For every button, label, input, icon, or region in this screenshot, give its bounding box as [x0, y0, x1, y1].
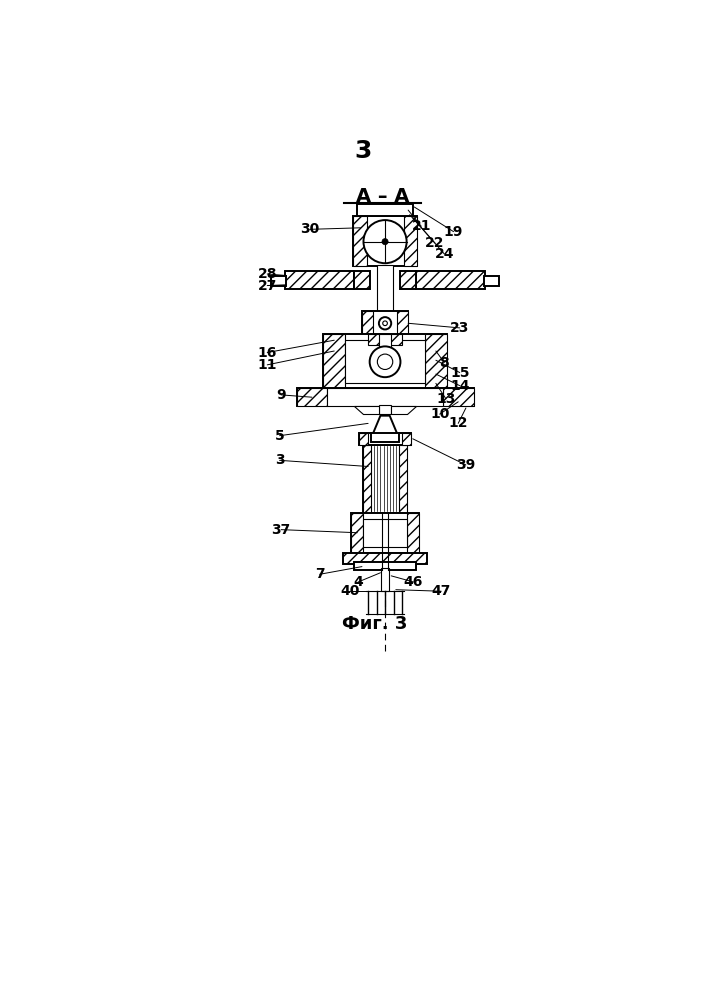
Bar	[362, 311, 373, 336]
Bar	[443, 388, 474, 406]
Polygon shape	[391, 406, 416, 414]
Text: 9: 9	[276, 388, 286, 402]
Text: 12: 12	[448, 416, 468, 430]
Bar	[354, 562, 416, 570]
Text: 28: 28	[257, 267, 277, 281]
Bar	[327, 388, 443, 406]
Bar	[379, 334, 391, 351]
Text: 11: 11	[257, 358, 277, 372]
Bar	[381, 568, 389, 591]
Text: 10: 10	[430, 407, 450, 421]
Bar	[353, 216, 417, 266]
Bar	[351, 513, 419, 553]
Bar	[371, 433, 399, 442]
Text: 19: 19	[444, 225, 463, 239]
Text: 22: 22	[426, 236, 445, 250]
Bar	[296, 388, 474, 406]
Bar	[351, 513, 363, 553]
Bar	[357, 204, 413, 216]
Bar	[397, 311, 408, 336]
Bar	[363, 445, 371, 513]
Text: 3: 3	[354, 139, 371, 163]
Circle shape	[378, 354, 393, 369]
Text: 14: 14	[450, 379, 469, 393]
Text: 27: 27	[257, 279, 277, 293]
Bar	[344, 553, 426, 564]
Text: 39: 39	[456, 458, 476, 472]
Circle shape	[363, 220, 407, 263]
Text: 4: 4	[354, 575, 363, 589]
Text: 23: 23	[450, 321, 469, 335]
Text: 40: 40	[341, 584, 360, 598]
Text: Фиг. 3: Фиг. 3	[342, 615, 408, 633]
Bar	[296, 388, 327, 406]
Bar	[345, 340, 425, 383]
Bar	[425, 334, 447, 389]
Bar	[362, 311, 408, 336]
Text: 16: 16	[257, 346, 277, 360]
Bar	[285, 271, 354, 289]
Text: А – А: А – А	[356, 188, 409, 207]
Bar	[416, 271, 485, 289]
Polygon shape	[373, 416, 397, 434]
Bar	[359, 433, 411, 445]
Bar	[354, 271, 370, 289]
Text: 15: 15	[450, 366, 469, 380]
Text: 30: 30	[300, 222, 320, 236]
Circle shape	[382, 321, 387, 326]
Bar	[400, 271, 416, 289]
Bar	[353, 216, 366, 266]
Bar	[324, 334, 345, 389]
Bar	[378, 265, 393, 312]
Text: 24: 24	[435, 247, 454, 261]
Bar	[324, 334, 447, 389]
Text: 21: 21	[411, 219, 431, 233]
Text: 8: 8	[440, 356, 449, 370]
Circle shape	[382, 239, 388, 245]
Bar	[368, 334, 402, 345]
Bar	[359, 433, 368, 445]
Text: 37: 37	[271, 523, 291, 537]
Bar	[271, 276, 286, 286]
Bar	[379, 405, 391, 414]
Text: 46: 46	[404, 575, 423, 589]
Text: 13: 13	[436, 392, 455, 406]
Polygon shape	[354, 406, 379, 414]
Text: 3: 3	[275, 453, 284, 467]
Bar	[402, 433, 411, 445]
Bar	[404, 216, 417, 266]
Bar	[363, 519, 407, 547]
Circle shape	[370, 346, 400, 377]
Bar	[399, 445, 407, 513]
Text: 47: 47	[431, 584, 451, 598]
Text: 5: 5	[275, 429, 284, 443]
Text: 7: 7	[315, 567, 325, 581]
Bar	[407, 513, 419, 553]
Bar	[363, 445, 407, 513]
Bar	[484, 276, 499, 286]
Circle shape	[379, 317, 391, 329]
